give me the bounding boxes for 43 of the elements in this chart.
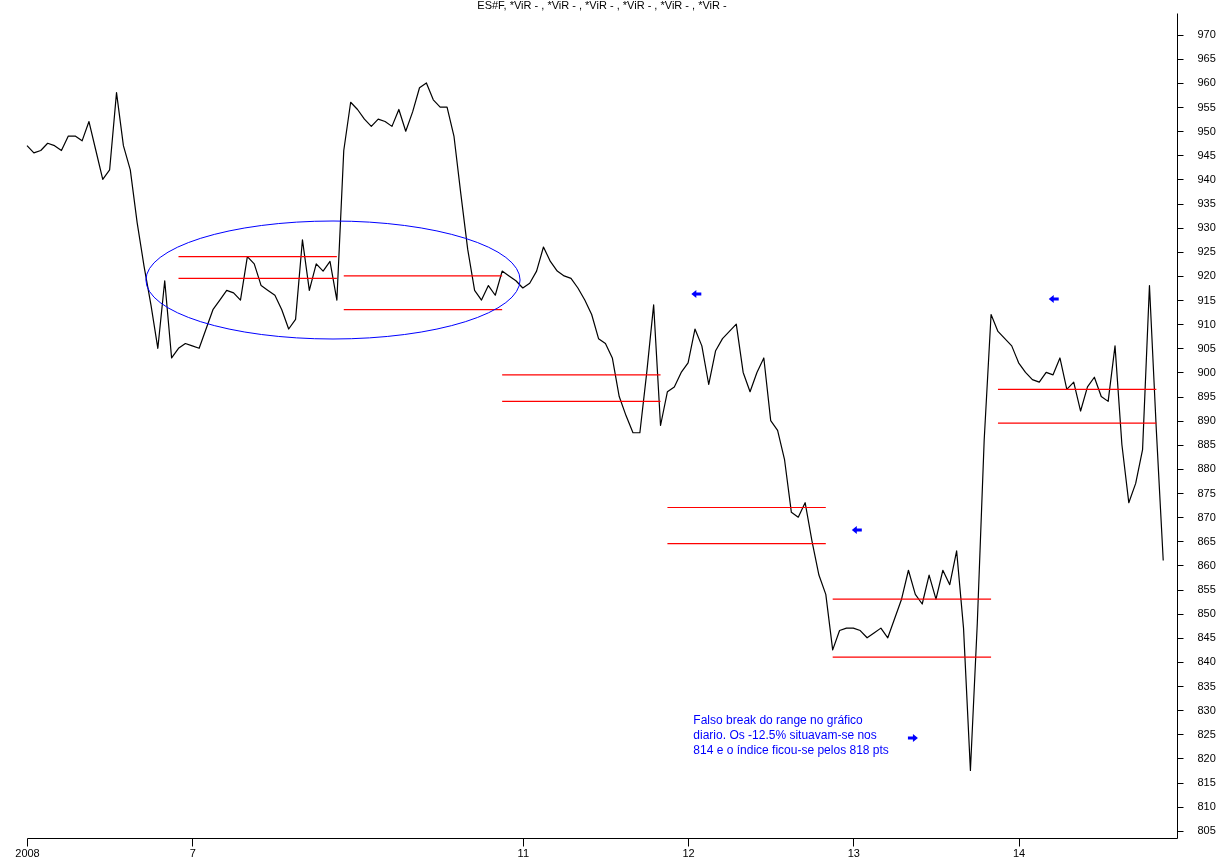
y-tick-label: 970	[1197, 28, 1216, 41]
y-tick-label: 925	[1197, 245, 1216, 258]
y-tick-label: 820	[1197, 751, 1216, 764]
y-tick-label: 850	[1197, 607, 1216, 620]
annotation: Falso break do range no gráfico diario. Os -12.5% situavam-se nos 814 e o índice ficou-se pelos 818 pts	[693, 713, 890, 758]
y-tick-label: 905	[1197, 341, 1216, 354]
y-tick-label: 855	[1197, 583, 1216, 596]
y-tick-label: 835	[1197, 679, 1216, 692]
y-tick-label: 910	[1197, 317, 1216, 330]
line-series	[26, 82, 1164, 772]
y-tick-label: 875	[1197, 486, 1216, 499]
x-tick-label: 12	[682, 846, 695, 859]
y-tick-label: 860	[1197, 558, 1216, 571]
y-tick-label: 880	[1197, 462, 1216, 475]
y-tick-label: 830	[1197, 703, 1216, 716]
y-tick-label: 915	[1197, 293, 1216, 306]
y-tick-label: 900	[1197, 365, 1216, 378]
y-tick-label: 870	[1197, 510, 1216, 523]
y-tick-label: 890	[1197, 414, 1216, 427]
x-tick-label: 11	[517, 846, 530, 859]
x-tick-label: 13	[847, 846, 860, 859]
y-tick-label: 945	[1197, 148, 1216, 161]
y-tick-label: 865	[1197, 534, 1216, 547]
y-tick-label: 950	[1197, 124, 1216, 137]
x-tick-label: 14	[1012, 846, 1026, 859]
y-tick-label: 815	[1197, 776, 1216, 789]
y-tick-label: 885	[1197, 438, 1216, 451]
y-tick-label: 895	[1197, 390, 1216, 403]
y-tick-label: 935	[1197, 197, 1216, 210]
x-tick-label: 7	[189, 846, 196, 859]
y-tick-label: 965	[1197, 52, 1216, 65]
y-tick-label: 810	[1197, 800, 1216, 813]
y-tick-label: 840	[1197, 655, 1216, 668]
y-tick-label: 960	[1197, 76, 1216, 89]
y-tick-label: 955	[1197, 100, 1216, 113]
y-tick-label: 845	[1197, 631, 1216, 644]
y-tick-label: 805	[1197, 824, 1216, 837]
y-tick-label: 930	[1197, 221, 1216, 234]
y-tick-label: 920	[1197, 269, 1216, 282]
y-tick-label: 940	[1197, 172, 1216, 185]
chart-title: ES#F, *ViR - , *ViR - , *ViR - , *ViR - , *ViR - , *ViR -	[477, 0, 728, 11]
y-tick-label: 825	[1197, 727, 1216, 740]
x-tick-label: 2008	[15, 846, 40, 859]
